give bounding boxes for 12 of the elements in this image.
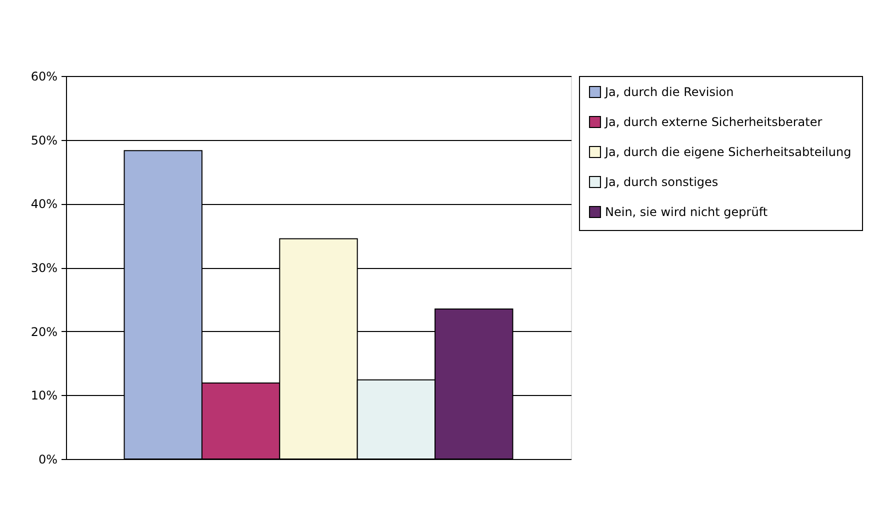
y-tick-label: 30%	[30, 261, 58, 275]
y-tick-label: 0%	[38, 452, 58, 466]
y-tick-label: 10%	[30, 388, 58, 403]
y-tick-label: 20%	[30, 324, 58, 339]
y-tick-label: 50%	[30, 133, 58, 148]
y-tick-label: 60%	[30, 70, 58, 84]
legend-label: Ja, durch sonstiges	[604, 175, 718, 189]
legend-label: Ja, durch die Revision	[604, 85, 734, 99]
legend-label: Ja, durch die eigene Sicherheitsabteilung	[604, 145, 852, 159]
legend-label: Ja, durch externe Sicherheitsberater	[604, 115, 822, 129]
y-tick-label: 40%	[30, 197, 58, 212]
legend-label: Nein, sie wird nicht geprüft	[605, 205, 768, 219]
